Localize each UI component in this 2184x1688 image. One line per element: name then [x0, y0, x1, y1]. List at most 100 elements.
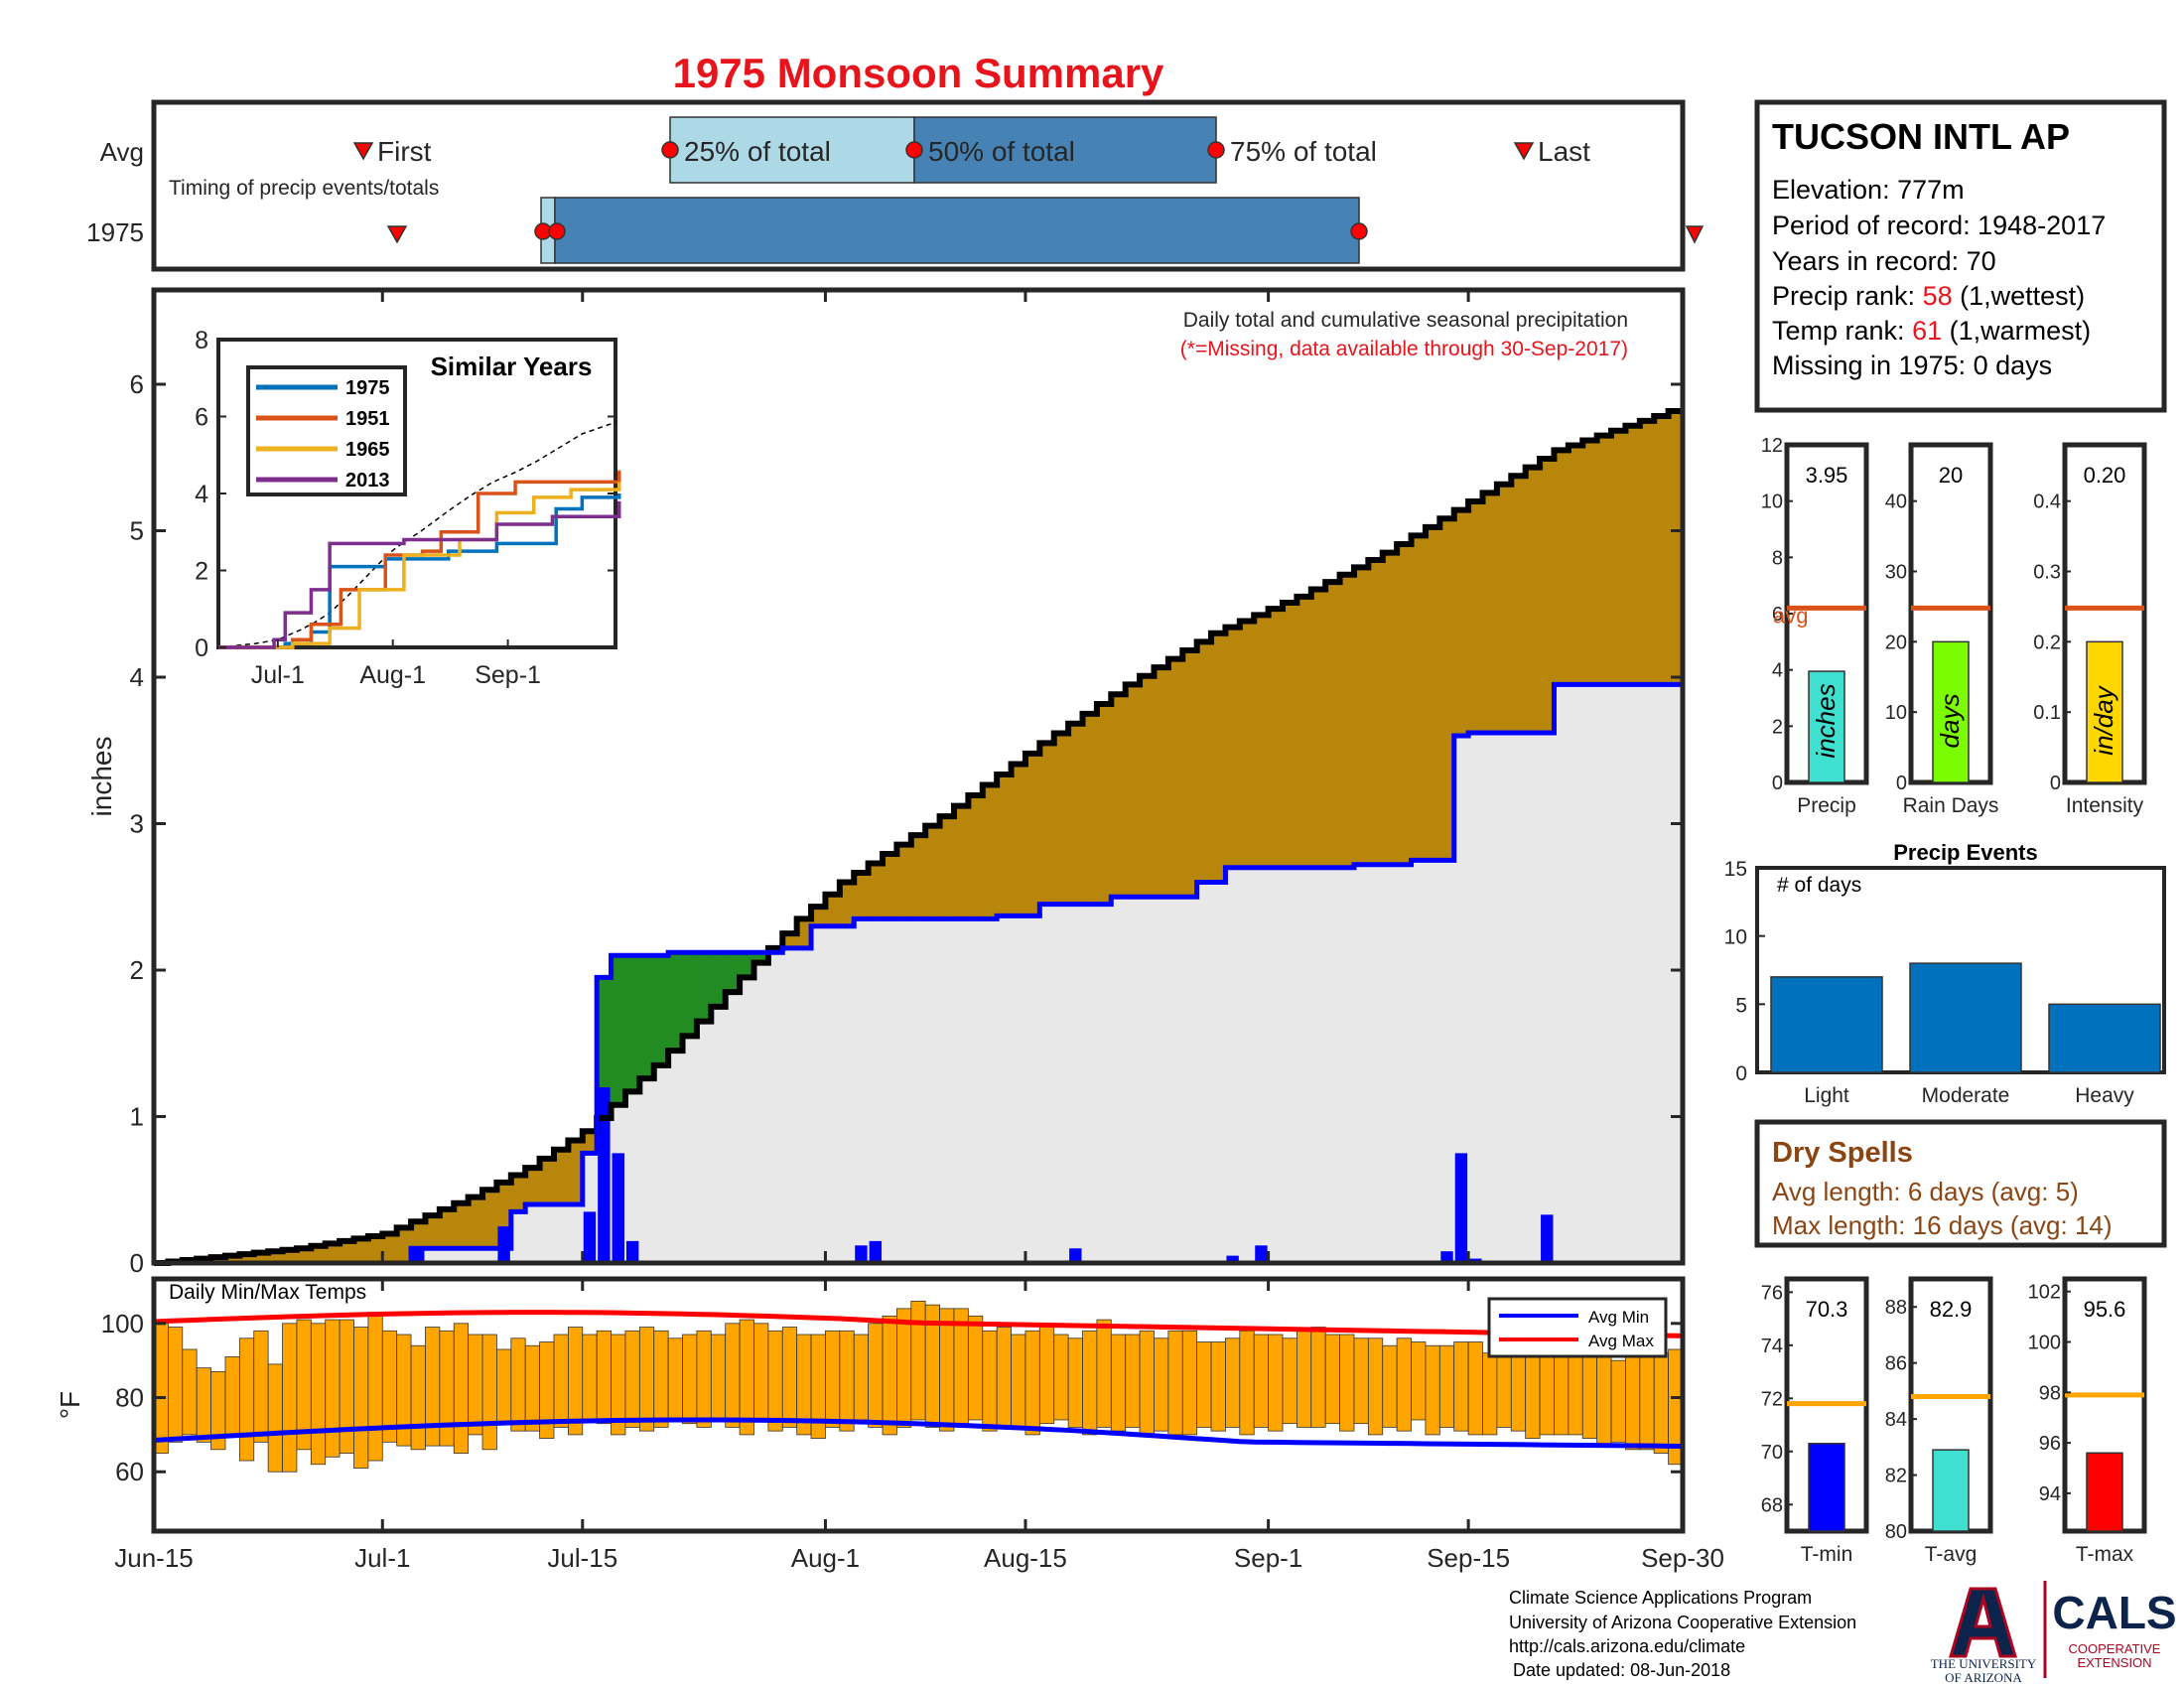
- inset-y-tick-label: 6: [195, 404, 208, 432]
- mini-y-tick-label: 0: [1772, 773, 1783, 794]
- precip-rank-value: 58: [1923, 281, 1953, 311]
- mini-temp-panels: 70.3 68 70 72 74 76 T-min 82.9 80 82 84 86 88 T-avg 95…: [1761, 1276, 2147, 1566]
- temp-y-axis: 60 80 100: [101, 1309, 1683, 1486]
- timing-year-p75-marker: [1350, 222, 1368, 240]
- below-area-day: [1325, 867, 1341, 1263]
- below-area-day: [997, 915, 1013, 1263]
- mini-y-tick-label: 94: [2039, 1483, 2061, 1505]
- below-area-day: [1425, 860, 1440, 1263]
- inset-series-1951: [218, 470, 621, 649]
- temp-day-bar: [367, 1312, 383, 1462]
- deficit-area-day: [454, 1202, 470, 1249]
- temp-day-bar: [1596, 1352, 1612, 1447]
- temp-day-bar: [582, 1334, 598, 1421]
- deficit-area-day: [1582, 440, 1598, 685]
- avg-min-line: [153, 1417, 1684, 1449]
- precip-rank-prefix: Precip rank:: [1772, 281, 1923, 311]
- surplus-area-day: [682, 952, 698, 1037]
- surplus-area-day: [639, 955, 655, 1079]
- timing-p50-label: 50% of total: [928, 136, 1075, 167]
- temp-day-bar: [1196, 1341, 1212, 1428]
- deficit-area-day: [883, 854, 898, 919]
- temp-day-bar: [1339, 1334, 1355, 1432]
- y-tick-label: 0: [130, 1248, 144, 1278]
- below-area-day: [1411, 860, 1427, 1263]
- below-area-day: [454, 1248, 470, 1263]
- below-area-day: [782, 947, 798, 1263]
- surplus-area-day: [611, 955, 626, 1105]
- temp-day-bar: [1167, 1330, 1183, 1436]
- deficit-area-day: [482, 1190, 498, 1249]
- temp-day-bar: [781, 1327, 798, 1428]
- below-area-day: [1182, 897, 1198, 1263]
- deficit-area-day: [925, 825, 941, 919]
- deficit-area-day: [1325, 582, 1341, 868]
- deficit-area-day: [539, 1158, 555, 1204]
- deficit-area-day: [411, 1221, 427, 1249]
- temp-day-bar: [410, 1344, 426, 1451]
- deficit-area-day: [325, 1243, 341, 1263]
- daily-precip-bar: [1255, 1245, 1268, 1263]
- x-tick-label: Jun-15: [114, 1543, 194, 1573]
- deficit-area-day: [839, 882, 855, 926]
- daily-precip-bar: [1440, 1251, 1453, 1263]
- avg-cumulative-line: [154, 408, 1683, 1266]
- daily-precip-bar: [1226, 1255, 1239, 1263]
- temp-rank-value: 61: [1912, 316, 1942, 346]
- x-tick-label: Jul-15: [547, 1543, 617, 1573]
- mini-value-label: 0.20: [2084, 463, 2126, 488]
- timing-first-label: First: [377, 136, 432, 167]
- deficit-area-day: [1654, 415, 1670, 685]
- temp-day-bar: [667, 1337, 683, 1421]
- deficit-area-day: [1540, 458, 1556, 734]
- mini-category-label: Intensity: [2066, 794, 2144, 817]
- below-area-day: [1654, 684, 1670, 1263]
- below-area-day: [1154, 897, 1169, 1263]
- below-area-day: [939, 918, 955, 1263]
- deficit-area-day: [1625, 425, 1641, 685]
- deficit-area-day: [1039, 743, 1055, 905]
- surplus-area-day: [753, 952, 769, 963]
- temp-day-bar: [1239, 1330, 1255, 1436]
- timing-avg-box-25-50: [669, 116, 915, 184]
- temp-day-bar: [596, 1330, 612, 1425]
- main-note-1: Daily total and cumulative seasonal prec…: [1183, 309, 1628, 332]
- main-y-axis: 0 1 2 3 4 5 6: [130, 369, 1683, 1278]
- deficit-area-day: [982, 784, 998, 919]
- mini-value-bar: [1932, 640, 1970, 783]
- mini-precip-panels: 3.95 inches 0 2 4 6 8 10 12 Precip avg 20 days 0 10 20 3…: [1761, 435, 2147, 817]
- temp-day-bar: [896, 1308, 912, 1428]
- temp-day-bar: [439, 1330, 455, 1447]
- temp-day-bar: [1425, 1344, 1440, 1436]
- inset-x-tick-label: Jul-1: [251, 661, 305, 689]
- deficit-area-day: [1368, 560, 1384, 865]
- deficit-area-day: [1439, 518, 1455, 861]
- mini-value-label: 95.6: [2084, 1297, 2126, 1322]
- deficit-area-day: [1525, 467, 1541, 734]
- mini-y-tick-label: 0.2: [2033, 632, 2061, 653]
- below-area-day: [639, 1078, 655, 1263]
- mini-value-bar: [2086, 1452, 2123, 1532]
- below-area-day: [753, 962, 769, 1263]
- deficit-area-day: [510, 1175, 526, 1212]
- cals-logo: CALS: [2052, 1587, 2176, 1638]
- deficit-area-day: [1068, 723, 1084, 905]
- deficit-area-day: [1140, 675, 1156, 898]
- timing-year-last-marker: [1685, 225, 1705, 244]
- mini-y-tick-label: 2: [1772, 716, 1783, 738]
- mini-y-tick-label: 70: [1761, 1442, 1783, 1464]
- temp-day-bar: [1067, 1337, 1083, 1428]
- inset-y-tick-label: 4: [195, 481, 208, 508]
- timing-avg-p25-marker: [661, 141, 679, 159]
- below-area-day: [539, 1204, 555, 1263]
- mini-y-tick-label: 20: [1885, 632, 1907, 653]
- deficit-area-day: [782, 933, 798, 948]
- timing-year-p50-marker: [548, 222, 566, 240]
- temp-day-bar: [624, 1330, 640, 1428]
- temp-day-bar: [267, 1363, 283, 1473]
- temp-day-bar: [1324, 1334, 1340, 1425]
- deficit-area-day: [1453, 509, 1469, 736]
- surplus-area-day: [696, 952, 712, 1022]
